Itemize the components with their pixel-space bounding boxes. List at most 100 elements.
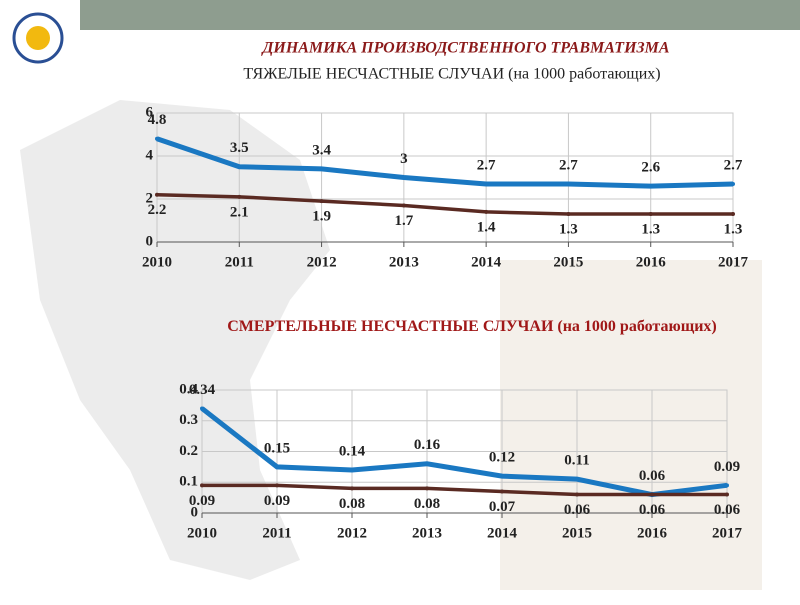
- point: [275, 483, 279, 488]
- point: [155, 192, 159, 197]
- point: [319, 166, 324, 171]
- point: [155, 136, 159, 141]
- x-tick-label: 2015: [553, 254, 583, 270]
- line-series: [200, 406, 728, 498]
- point: [275, 464, 279, 469]
- data-label: 1.3: [724, 221, 743, 237]
- data-label: 0.09: [264, 493, 290, 509]
- data-label: 1.3: [641, 221, 660, 237]
- data-label: 1.4: [477, 219, 496, 235]
- x-tick-label: 2016: [637, 525, 668, 541]
- data-label: 2.2: [148, 202, 167, 218]
- point: [725, 492, 729, 497]
- point: [401, 175, 406, 180]
- data-label: 2.7: [477, 157, 496, 173]
- point: [425, 461, 429, 466]
- data-label: 0.08: [414, 496, 440, 512]
- data-label: 0.15: [264, 440, 290, 456]
- data-label: 2.7: [724, 157, 743, 173]
- point: [500, 489, 504, 494]
- point: [575, 492, 579, 497]
- x-tick-label: 2011: [262, 525, 291, 541]
- point: [731, 181, 735, 186]
- x-tick-label: 2013: [389, 254, 419, 270]
- x-tick-label: 2014: [471, 254, 502, 270]
- title: ДИНАМИКА ПРОИЗВОДСТВЕННОГО ТРАВМАТИЗМА: [260, 40, 669, 57]
- x-tick-label: 2016: [636, 254, 667, 270]
- y-tick-label: 4: [146, 147, 154, 163]
- data-label: 0.08: [339, 496, 365, 512]
- data-label: 2.1: [230, 204, 249, 220]
- y-tick-label: 0.4: [179, 381, 198, 397]
- point: [425, 486, 429, 491]
- data-label: 0.11: [564, 453, 589, 469]
- x-tick-label: 2011: [225, 254, 254, 270]
- x-tick-label: 2010: [187, 525, 217, 541]
- point: [484, 209, 489, 214]
- point: [650, 492, 654, 497]
- data-label: 2.7: [559, 157, 578, 173]
- x-tick-label: 2015: [562, 525, 592, 541]
- x-tick-label: 2017: [718, 254, 749, 270]
- point: [500, 474, 504, 479]
- data-label: 1.9: [312, 209, 331, 225]
- x-tick-label: 2014: [487, 525, 518, 541]
- data-label: 3: [400, 151, 408, 167]
- point: [350, 467, 354, 472]
- header-bar: [80, 0, 800, 30]
- point: [350, 486, 354, 491]
- x-tick-label: 2012: [307, 254, 337, 270]
- logo: [12, 12, 64, 64]
- data-label: 0.16: [414, 437, 441, 453]
- data-label: 0.14: [339, 443, 366, 459]
- data-label: 0.07: [489, 499, 516, 515]
- point: [237, 194, 242, 199]
- line-series: [156, 192, 733, 216]
- point: [200, 483, 204, 488]
- line-series: [156, 136, 734, 189]
- data-label: 3.4: [312, 142, 331, 158]
- data-label: 0.09: [189, 493, 215, 509]
- line-series: [202, 483, 727, 497]
- point: [648, 184, 653, 189]
- x-tick-label: 2010: [142, 254, 172, 270]
- data-label: 0.34: [189, 382, 216, 398]
- point: [200, 406, 204, 411]
- data-label: 0.06: [639, 502, 666, 518]
- data-label: 3.5: [230, 140, 249, 156]
- point: [731, 212, 735, 217]
- data-label: 0.06: [564, 502, 591, 518]
- data-label: 2.6: [641, 160, 660, 176]
- y-tick-label: 2: [146, 190, 154, 206]
- point: [319, 199, 324, 204]
- point: [648, 212, 653, 217]
- y-tick-label: 0: [191, 504, 199, 520]
- data-label: 0.06: [639, 468, 666, 484]
- point: [401, 203, 406, 208]
- logo-center: [26, 26, 50, 50]
- subtitle: ТЯЖЕЛЫЕ НЕСЧАСТНЫЕ СЛУЧАИ (на 1000 работ…: [243, 66, 660, 83]
- x-tick-label: 2013: [412, 525, 442, 541]
- data-label: 4.8: [148, 112, 167, 128]
- point: [237, 164, 242, 169]
- y-tick-label: 0.1: [179, 474, 198, 490]
- chart2-title: СМЕРТЕЛЬНЫЕ НЕСЧАСТНЫЕ СЛУЧАИ (на 1000 р…: [227, 318, 717, 335]
- y-tick-label: 0: [146, 233, 154, 249]
- data-label: 1.7: [394, 213, 413, 229]
- y-tick-label: 0.3: [179, 412, 198, 428]
- y-tick-label: 6: [146, 104, 154, 120]
- point: [566, 181, 571, 186]
- data-label: 0.06: [714, 502, 741, 518]
- data-label: 0.09: [714, 459, 740, 475]
- background-photo: [500, 260, 762, 590]
- data-label: 1.3: [559, 221, 578, 237]
- point: [575, 477, 579, 482]
- point: [566, 212, 571, 217]
- x-tick-label: 2017: [712, 525, 743, 541]
- point: [725, 483, 729, 488]
- y-tick-label: 0.2: [179, 443, 198, 459]
- x-tick-label: 2012: [337, 525, 367, 541]
- background-map: [20, 100, 330, 580]
- point: [484, 181, 489, 186]
